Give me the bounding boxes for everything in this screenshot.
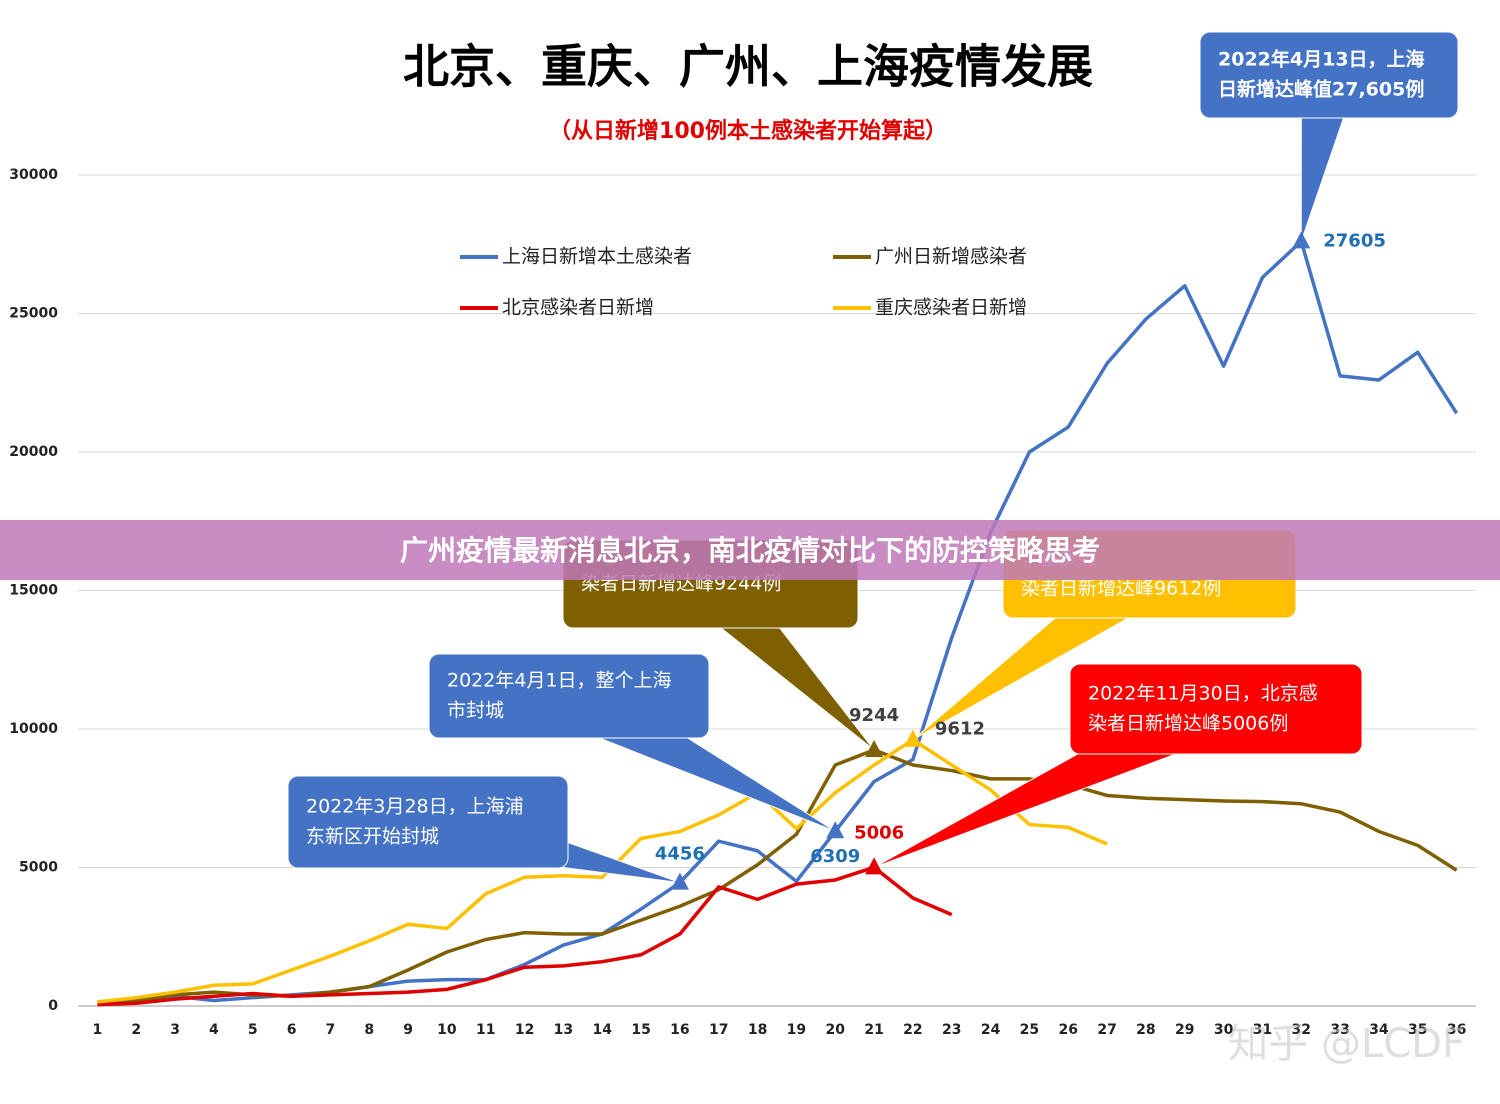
x-tick-label: 31 [1253, 1022, 1272, 1038]
point-marker [865, 857, 884, 875]
x-tick-label: 32 [1292, 1022, 1311, 1038]
chart-title: 北京、重庆、广州、上海疫情发展 [403, 40, 1093, 94]
callout-box [428, 653, 710, 739]
x-tick-label: 4 [209, 1022, 219, 1038]
x-tick-label: 5 [248, 1022, 258, 1038]
x-tick-label: 7 [326, 1022, 336, 1038]
callout-text: 2022年4月13日，上海 [1218, 48, 1425, 71]
x-tick-label: 25 [1020, 1022, 1039, 1038]
x-tick-label: 8 [364, 1022, 374, 1038]
x-tick-label: 22 [903, 1022, 922, 1038]
callout-text: 日新增达峰值27,605例 [1218, 78, 1424, 101]
x-tick-label: 28 [1136, 1022, 1155, 1038]
x-tick-label: 27 [1097, 1022, 1116, 1038]
y-tick-label: 5000 [19, 860, 58, 876]
point-marker [670, 872, 689, 890]
y-tick-label: 25000 [9, 306, 58, 322]
callout-text: 染者日新增达峰5006例 [1088, 713, 1288, 735]
point-marker [903, 729, 922, 747]
x-tick-label: 21 [864, 1022, 883, 1038]
callout-text: 2022年11月30日，北京感 [1088, 683, 1318, 705]
x-tick-label: 33 [1330, 1022, 1349, 1038]
legend-label: 上海日新增本土感染者 [502, 246, 692, 268]
data-label: 6309 [810, 846, 860, 867]
series-line [97, 737, 1108, 1004]
x-tick-label: 13 [554, 1022, 573, 1038]
x-tick-label: 3 [170, 1022, 180, 1038]
callout-box [1069, 663, 1363, 755]
point-marker [1292, 231, 1311, 249]
callout-box [1199, 31, 1459, 119]
x-tick-label: 29 [1175, 1022, 1194, 1038]
x-tick-label: 10 [437, 1022, 457, 1038]
x-tick-label: 11 [476, 1022, 495, 1038]
x-tick-label: 24 [981, 1022, 1001, 1038]
data-label: 4456 [655, 844, 705, 865]
callout-text: 2022年4月1日，整个上海 [447, 670, 672, 692]
x-tick-label: 14 [593, 1022, 613, 1038]
x-tick-label: 19 [787, 1022, 806, 1038]
x-tick-label: 1 [93, 1022, 103, 1038]
x-tick-label: 23 [942, 1022, 961, 1038]
x-tick-label: 2 [131, 1022, 141, 1038]
x-tick-label: 18 [748, 1022, 767, 1038]
y-tick-label: 30000 [9, 167, 58, 183]
callout-text: 市封城 [447, 700, 504, 722]
data-label: 9244 [849, 705, 899, 726]
legend-label: 广州日新增感染者 [875, 246, 1027, 268]
x-tick-label: 17 [709, 1022, 728, 1038]
x-tick-label: 26 [1059, 1022, 1078, 1038]
series-line [97, 748, 1458, 1005]
data-label: 9612 [935, 719, 985, 740]
callout-text: 染者日新增达峰9612例 [1021, 578, 1221, 600]
callout-text: 2022年3月28日，上海浦 [306, 796, 524, 818]
x-tick-label: 6 [287, 1022, 297, 1038]
data-label: 27605 [1323, 230, 1386, 251]
banner [0, 520, 1500, 580]
callout-text: 东新区开始封城 [306, 826, 439, 848]
series-line [97, 865, 953, 1007]
legend-label: 北京感染者日新增 [502, 297, 654, 319]
legend-label: 重庆感染者日新增 [875, 297, 1027, 319]
x-tick-label: 30 [1214, 1022, 1234, 1038]
x-tick-label: 12 [515, 1022, 534, 1038]
y-tick-label: 20000 [9, 444, 58, 460]
x-tick-label: 36 [1447, 1022, 1466, 1038]
chart-subtitle: （从日新增100例本土感染者开始算起） [549, 118, 947, 144]
data-label: 5006 [854, 822, 904, 843]
x-tick-label: 16 [670, 1022, 689, 1038]
x-tick-label: 9 [403, 1022, 413, 1038]
banner-text: 广州疫情最新消息北京，南北疫情对比下的防控策略思考 [400, 534, 1100, 567]
x-tick-label: 34 [1369, 1022, 1389, 1038]
y-tick-label: 0 [48, 998, 58, 1014]
x-tick-label: 20 [826, 1022, 846, 1038]
watermark: 知乎 @LCDF [1228, 1021, 1465, 1067]
callout-box [287, 775, 569, 869]
x-tick-label: 35 [1408, 1022, 1427, 1038]
y-tick-label: 15000 [9, 583, 58, 599]
point-marker [826, 821, 845, 839]
point-marker [865, 739, 884, 757]
y-tick-label: 10000 [9, 721, 58, 737]
x-tick-label: 15 [631, 1022, 650, 1038]
